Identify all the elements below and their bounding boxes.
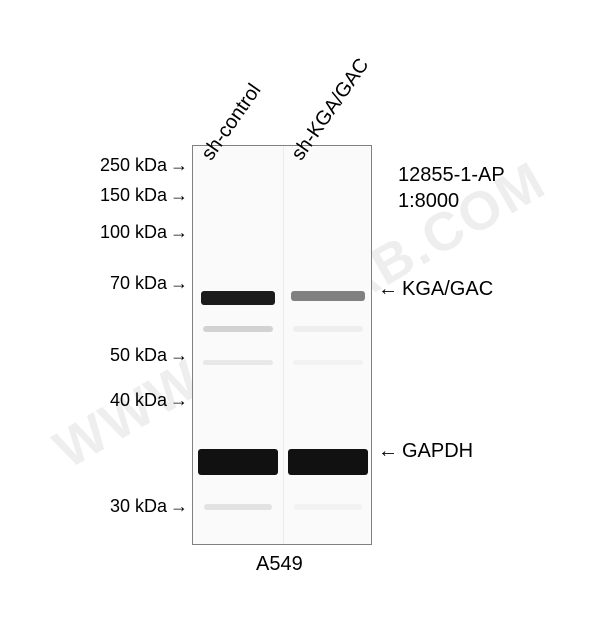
band-faint-30-l0 (204, 504, 272, 510)
mw-marker: 150 kDa→ (0, 185, 188, 206)
band-faint-55-l0 (203, 326, 273, 332)
band-faint-50-l1 (293, 360, 363, 365)
mw-marker-label: 40 kDa (110, 390, 167, 410)
mw-marker-label: 50 kDa (110, 345, 167, 365)
arrow-left-icon: ← (378, 278, 398, 301)
western-blot-figure: WWW.PTGLAB.COM 250 kDa→150 kDa→100 kDa→7… (0, 0, 600, 630)
sample-label: A549 (256, 553, 303, 576)
band-gapdh-l1 (288, 449, 368, 475)
band-gapdh-l0 (198, 449, 278, 475)
antibody-dilution: 1:8000 (398, 188, 505, 214)
arrow-right-icon: → (170, 222, 188, 243)
mw-marker-label: 30 kDa (110, 496, 167, 516)
band-label-text: GAPDH (402, 440, 473, 462)
product-info: 12855-1-AP1:8000 (398, 162, 505, 214)
arrow-right-icon: → (170, 273, 188, 294)
band-kga-kd (291, 291, 365, 301)
mw-marker: 250 kDa→ (0, 155, 188, 176)
arrow-right-icon: → (170, 345, 188, 366)
arrow-right-icon: → (170, 496, 188, 517)
mw-marker: 30 kDa→ (0, 496, 188, 517)
blot-membrane (192, 145, 372, 545)
band-kga-control (201, 291, 275, 305)
band-label: ←KGA/GAC (378, 278, 493, 301)
mw-marker-label: 150 kDa (100, 185, 167, 205)
mw-marker: 100 kDa→ (0, 222, 188, 243)
band-faint-55-l1 (293, 326, 363, 332)
arrow-right-icon: → (170, 185, 188, 206)
band-faint-50-l0 (203, 360, 273, 365)
mw-marker-label: 70 kDa (110, 273, 167, 293)
antibody-catalog-number: 12855-1-AP (398, 162, 505, 188)
band-label: ←GAPDH (378, 440, 473, 463)
mw-marker: 70 kDa→ (0, 273, 188, 294)
arrow-right-icon: → (170, 390, 188, 411)
lane-divider (283, 146, 284, 544)
mw-marker: 40 kDa→ (0, 390, 188, 411)
band-label-text: KGA/GAC (402, 278, 493, 300)
mw-marker-label: 100 kDa (100, 222, 167, 242)
mw-marker: 50 kDa→ (0, 345, 188, 366)
band-faint-30-l1 (294, 504, 362, 510)
arrow-right-icon: → (170, 155, 188, 176)
arrow-left-icon: ← (378, 440, 398, 463)
mw-marker-label: 250 kDa (100, 155, 167, 175)
